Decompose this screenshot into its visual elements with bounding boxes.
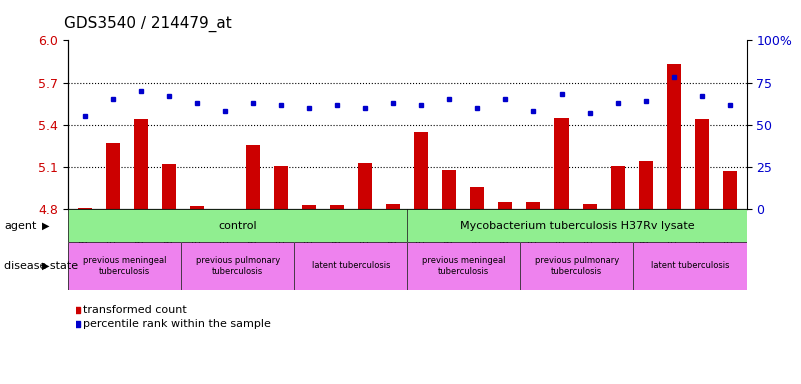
- Text: ▶: ▶: [42, 261, 50, 271]
- Bar: [638, 161, 653, 209]
- Bar: [526, 202, 541, 209]
- Bar: [666, 64, 681, 209]
- Bar: [498, 202, 513, 209]
- Text: Mycobacterium tuberculosis H37Rv lysate: Mycobacterium tuberculosis H37Rv lysate: [460, 220, 694, 231]
- Bar: [414, 132, 429, 209]
- Text: latent tuberculosis: latent tuberculosis: [312, 262, 390, 270]
- Bar: [442, 170, 457, 209]
- Text: latent tuberculosis: latent tuberculosis: [650, 262, 729, 270]
- Text: control: control: [219, 220, 257, 231]
- Text: previous pulmonary
tuberculosis: previous pulmonary tuberculosis: [195, 255, 280, 276]
- Bar: [162, 164, 176, 209]
- Text: percentile rank within the sample: percentile rank within the sample: [83, 318, 271, 329]
- Bar: [610, 166, 625, 209]
- Text: agent: agent: [4, 220, 36, 231]
- Bar: [470, 187, 485, 209]
- Bar: [330, 205, 344, 209]
- Text: ▶: ▶: [42, 220, 50, 231]
- Text: GDS3540 / 214479_at: GDS3540 / 214479_at: [64, 15, 231, 31]
- Bar: [78, 208, 92, 209]
- Bar: [246, 144, 260, 209]
- Bar: [190, 207, 204, 209]
- Bar: [694, 119, 709, 209]
- Bar: [582, 204, 597, 209]
- Bar: [302, 205, 316, 209]
- Bar: [274, 166, 288, 209]
- Text: previous pulmonary
tuberculosis: previous pulmonary tuberculosis: [535, 255, 619, 276]
- Text: previous meningeal
tuberculosis: previous meningeal tuberculosis: [422, 255, 505, 276]
- Bar: [134, 119, 148, 209]
- Bar: [554, 118, 569, 209]
- Bar: [358, 163, 372, 209]
- Bar: [723, 171, 737, 209]
- Text: previous meningeal
tuberculosis: previous meningeal tuberculosis: [83, 255, 167, 276]
- Text: transformed count: transformed count: [83, 305, 187, 315]
- Text: disease state: disease state: [4, 261, 78, 271]
- Bar: [386, 204, 400, 209]
- Bar: [106, 143, 120, 209]
